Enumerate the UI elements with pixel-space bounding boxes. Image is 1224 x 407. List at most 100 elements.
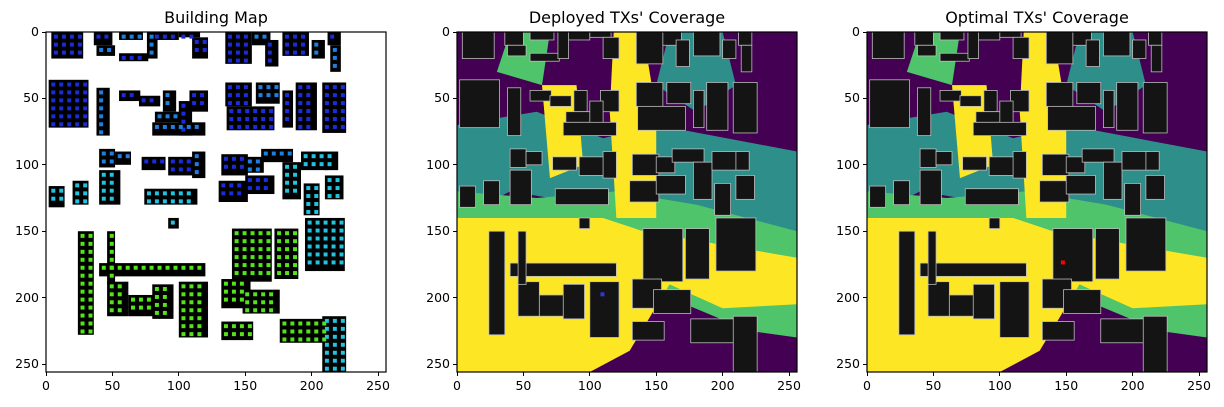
tx-marker (306, 321, 311, 326)
tx-marker (331, 244, 336, 249)
building (1095, 228, 1120, 280)
tx-marker (231, 324, 236, 329)
tx-marker (197, 292, 202, 297)
tx-marker (245, 292, 250, 297)
tx-marker (234, 231, 239, 236)
tx-marker (88, 233, 93, 238)
tx-marker (242, 247, 247, 252)
tx-marker (223, 281, 228, 286)
tx-marker (231, 281, 236, 286)
tx-marker (88, 297, 93, 302)
tx-marker (269, 292, 274, 297)
x-tick-mark (1198, 372, 1200, 376)
x-tick-label: 100 (987, 378, 1012, 393)
tx-marker (340, 85, 345, 90)
tx-marker (298, 117, 303, 121)
tx-marker (109, 172, 114, 177)
y-tick-mark (453, 230, 457, 232)
building (1041, 153, 1070, 176)
x-tick-label: 0 (453, 378, 461, 393)
building (917, 44, 937, 57)
tx-marker (200, 93, 205, 98)
tx-marker (109, 300, 114, 305)
tx-marker (267, 58, 272, 63)
tx-marker (247, 324, 252, 329)
tx-marker (243, 85, 248, 90)
tx-marker (314, 209, 319, 214)
heatmap-axes (456, 31, 798, 373)
building (927, 230, 937, 285)
building (1125, 217, 1167, 272)
building (1012, 151, 1027, 179)
tx-marker (83, 183, 88, 188)
tx-marker (298, 329, 303, 334)
tx-marker (306, 194, 311, 199)
y-tick-label: 50 (844, 90, 860, 106)
panel-title: Building Map (164, 8, 268, 27)
tx-marker (141, 98, 146, 103)
tx-marker (197, 332, 202, 337)
y-tick-mark (863, 97, 867, 99)
tx-marker (154, 302, 159, 307)
tx-marker (332, 366, 337, 371)
building (1145, 151, 1160, 171)
building (461, 31, 495, 59)
tx-marker (323, 252, 328, 257)
building (1121, 151, 1149, 171)
tx-marker (243, 42, 248, 47)
tx-marker (234, 271, 239, 276)
tx-marker (101, 188, 106, 193)
tx-marker (117, 292, 122, 297)
building (107, 281, 129, 317)
tx-marker (293, 172, 298, 177)
tx-marker (285, 271, 290, 276)
tx-marker (80, 329, 85, 334)
tx-marker (243, 101, 248, 106)
tx-marker (69, 50, 74, 55)
tx-marker (323, 228, 328, 233)
tx-marker (340, 93, 345, 98)
tx-marker (311, 162, 316, 167)
tx-marker (154, 310, 159, 315)
tx-marker (237, 117, 242, 121)
tx-marker (229, 191, 234, 196)
tx-marker (319, 154, 324, 159)
tx-marker (144, 159, 149, 164)
y-tick-label: 0 (442, 24, 450, 39)
building (509, 169, 532, 206)
y-tick-label: 50 (434, 90, 450, 106)
tx-marker (301, 34, 305, 39)
tx-marker (194, 162, 199, 167)
tx-marker (223, 332, 228, 337)
building (303, 183, 320, 216)
tx-marker (235, 58, 240, 63)
tx-marker (75, 82, 80, 87)
tx-marker (189, 300, 194, 305)
tx-marker (121, 93, 126, 98)
building (967, 31, 979, 59)
tx-marker (80, 249, 85, 254)
tx-marker (229, 183, 234, 188)
y-tick-mark (453, 363, 457, 365)
tx-marker (250, 231, 255, 236)
tx-marker (80, 313, 85, 318)
building (1100, 318, 1149, 344)
tx-marker (227, 34, 232, 39)
tx-marker (133, 265, 138, 270)
tx-marker (324, 366, 329, 371)
building (722, 39, 737, 59)
tx-marker (101, 151, 106, 156)
tx-marker (285, 109, 290, 114)
tx-marker (258, 239, 263, 244)
building (919, 262, 1027, 277)
tx-marker (340, 326, 345, 331)
tx-marker (59, 114, 64, 119)
x-tick-label: 200 (299, 378, 324, 393)
building (1052, 228, 1094, 283)
tx-marker (285, 42, 290, 47)
tx-marker (117, 284, 122, 289)
tx-marker (290, 337, 295, 342)
building (869, 79, 910, 129)
tx-marker (186, 191, 191, 196)
